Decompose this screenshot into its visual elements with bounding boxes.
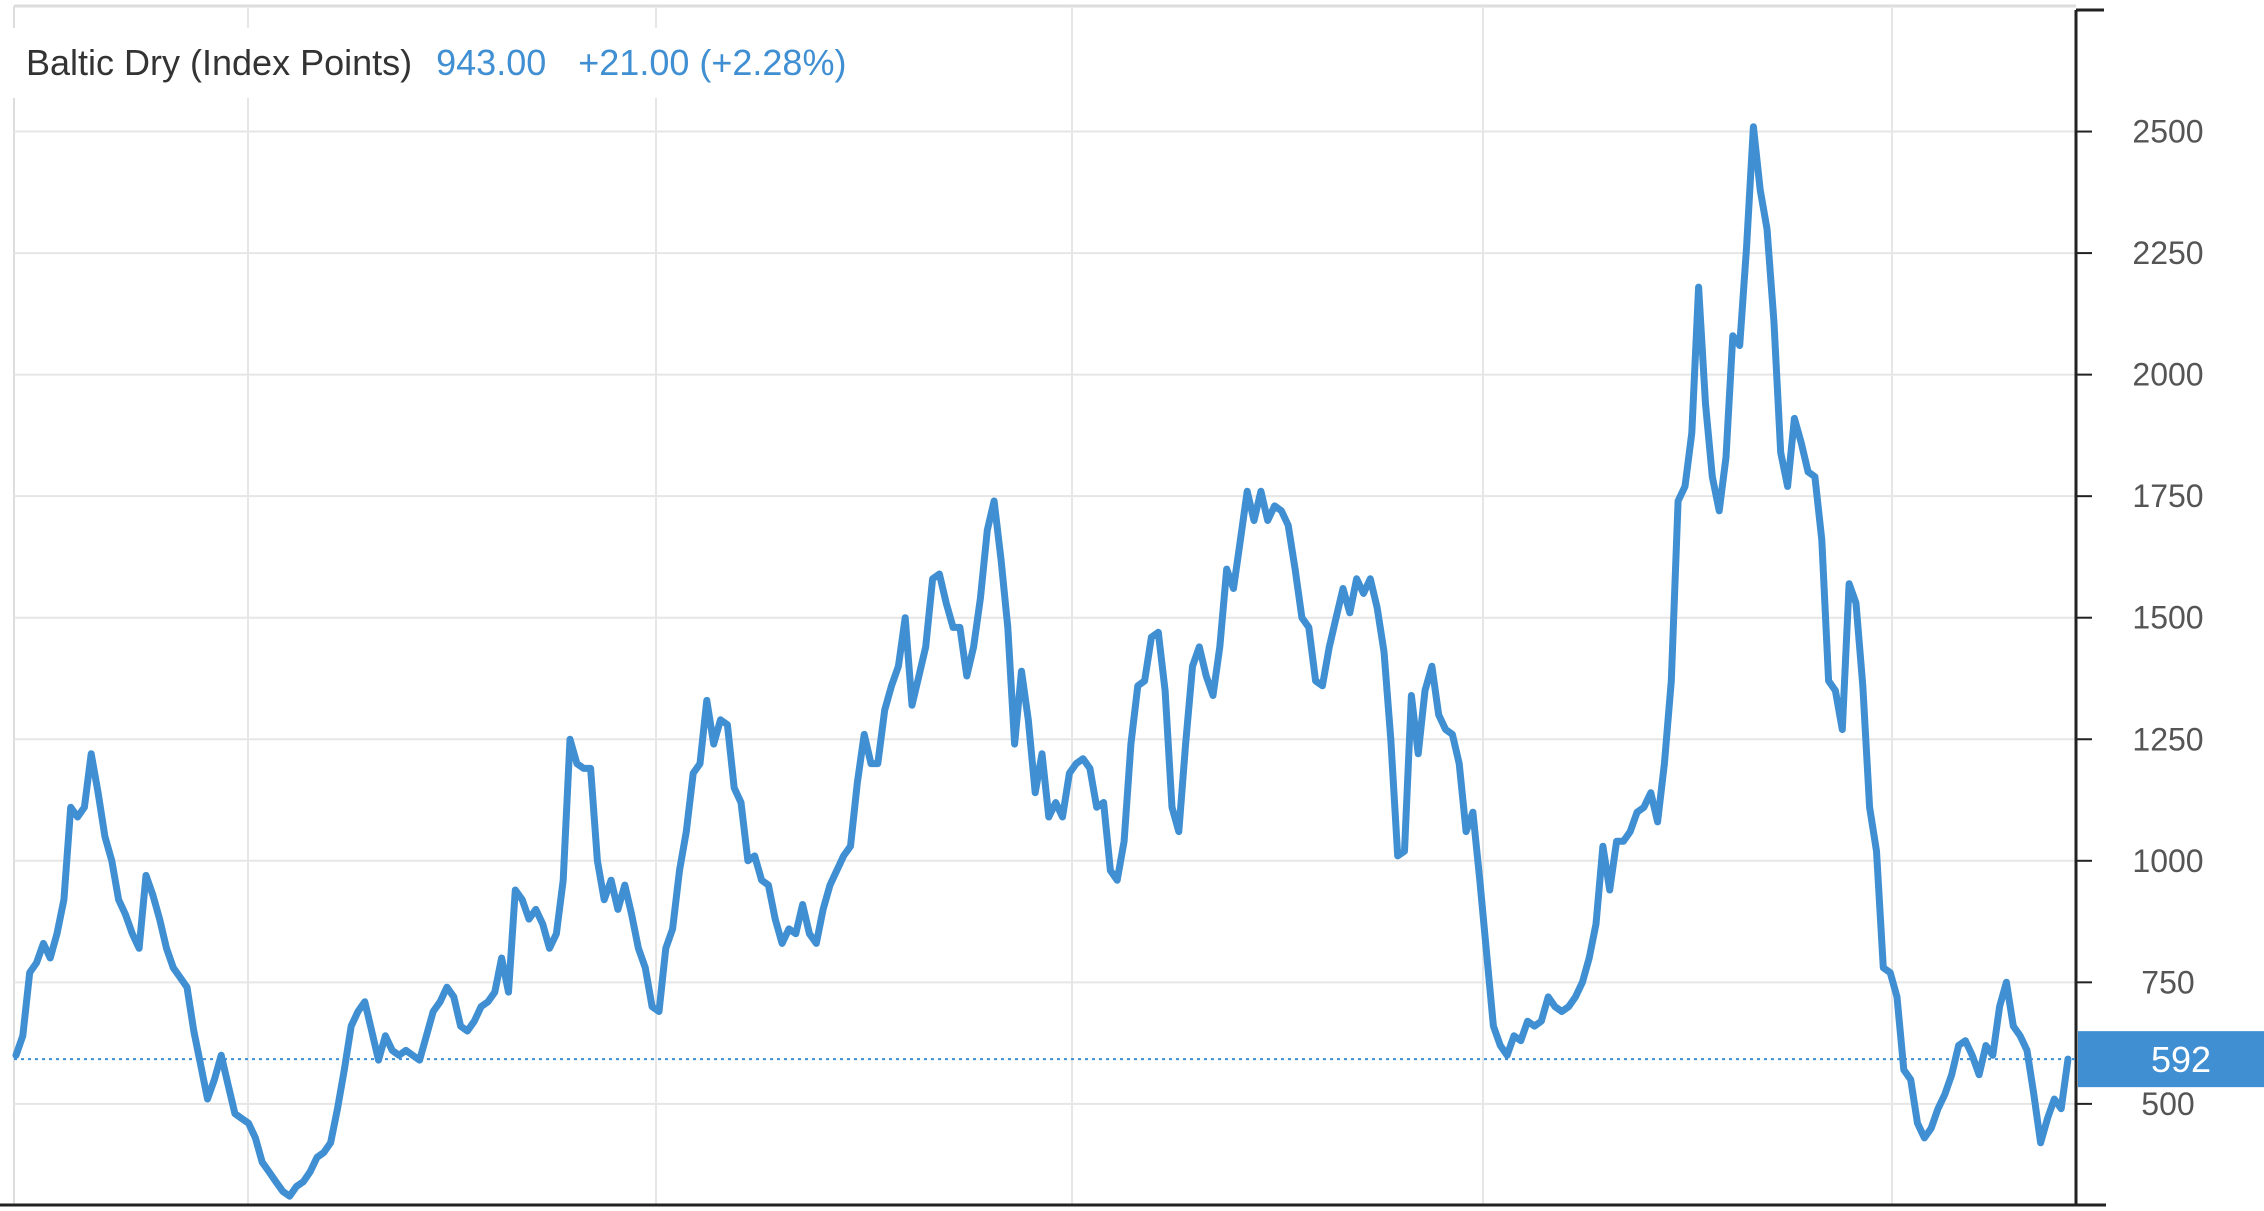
legend-background	[12, 28, 892, 98]
current-value-badge-bg	[2078, 1031, 2264, 1088]
svg-text:Baltic Dry (Index Points): Baltic Dry (Index Points) 943.00 +21.00 …	[26, 42, 846, 83]
y-tick-label: 1750	[2132, 478, 2203, 514]
y-tick-label: 1250	[2132, 721, 2203, 757]
y-tick-label: 2250	[2132, 235, 2203, 271]
current-value-label: 592	[2151, 1039, 2211, 1080]
y-tick-label: 2000	[2132, 357, 2203, 393]
y-tick-label: 500	[2141, 1086, 2194, 1122]
y-tick-label: 1500	[2132, 600, 2203, 636]
legend-series-change: +21.00 (+2.28%)	[578, 42, 846, 83]
series-line-baltic-dry	[12, 123, 2072, 1200]
legend-series-value: 943.00	[436, 42, 546, 83]
series-layer	[12, 123, 2072, 1200]
y-tick-label: 750	[2141, 964, 2194, 1000]
legend: Baltic Dry (Index Points) 943.00 +21.00 …	[12, 28, 892, 98]
y-tick-label: 2500	[2132, 114, 2203, 150]
y-tick-label: 1000	[2132, 843, 2203, 879]
legend-series-name: Baltic Dry (Index Points)	[26, 42, 412, 83]
axis-layer: 500 750 1000 1250 1500 1750 2000 2250 2500	[0, 8, 2204, 1207]
current-value-badge: 592	[14, 1031, 2264, 1088]
